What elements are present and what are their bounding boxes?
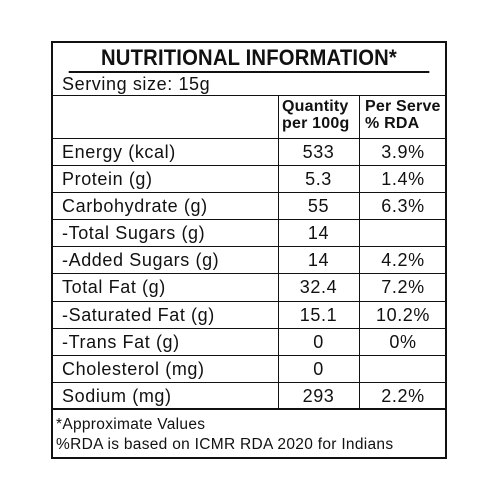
nutrient-name: -Total Sugars (g) (62, 223, 206, 244)
nutrient-rda: 3.9% (381, 142, 425, 162)
rda-header: Per Serve % RDA (365, 98, 445, 132)
table-row: Energy (kcal) 533 3.9% (53, 139, 445, 167)
nutrition-panel: NUTRITIONAL INFORMATION* Serving size: 1… (51, 41, 447, 459)
table-row: -Saturated Fat (g) 15.1 10.2% (53, 302, 445, 329)
nutrient-rda: 2.2% (381, 385, 425, 406)
nutrient-quantity: 15.1 (299, 304, 338, 325)
table-header: Quantity per 100g Per Serve % RDA (53, 96, 445, 139)
quantity-header-line1: Quantity (282, 98, 349, 115)
table-row: -Trans Fat (g) 0 0% (53, 329, 445, 356)
nutrient-name: -Trans Fat (g) (62, 331, 180, 352)
nutrient-name: Protein (g) (62, 169, 153, 190)
nutrient-quantity: 32.4 (299, 277, 338, 298)
nutrient-rda: 0% (389, 331, 417, 352)
nutrient-name: -Saturated Fat (g) (62, 304, 215, 325)
column-divider-rda (359, 96, 360, 410)
nutrient-quantity: 55 (307, 196, 330, 217)
table-row: Total Fat (g) 32.4 7.2% (53, 274, 445, 302)
footnote-approximate: *Approximate Values (56, 416, 206, 433)
nutrient-rda: 1.4% (381, 169, 425, 190)
serving-size: Serving size: 15g (53, 73, 445, 96)
nutrient-quantity: 533 (302, 142, 335, 162)
nutrient-name: Carbohydrate (g) (62, 196, 208, 217)
table-row: Protein (g) 5.3 1.4% (53, 166, 445, 194)
nutrient-quantity: 0 (313, 358, 324, 379)
nutrient-name: Total Fat (g) (62, 277, 166, 298)
quantity-header-line2: per 100g (282, 115, 350, 132)
nutrient-quantity: 14 (307, 223, 330, 244)
nutrient-rda: 4.2% (381, 250, 425, 271)
nutrient-rda: 6.3% (381, 196, 425, 217)
nutrient-quantity: 5.3 (305, 169, 332, 190)
table-row: -Total Sugars (g) 14 (53, 220, 445, 248)
nutrient-rows: Energy (kcal) 533 3.9% Protein (g) 5.3 1… (53, 139, 445, 410)
column-divider-quantity (278, 96, 279, 410)
nutrient-name: Sodium (mg) (62, 385, 172, 406)
table-row: Cholesterol (mg) 0 (53, 356, 445, 383)
nutrient-quantity: 14 (307, 250, 330, 271)
nutrient-quantity: 293 (302, 385, 335, 406)
nutrient-rda: 10.2% (375, 304, 431, 325)
table-row: Carbohydrate (g) 55 6.3% (53, 193, 445, 221)
panel-footnote: *Approximate Values %RDA is based on ICM… (53, 415, 445, 455)
rda-header-line1: Per Serve (365, 98, 441, 115)
quantity-header: Quantity per 100g (282, 98, 359, 132)
nutrient-name: -Added Sugars (g) (62, 250, 220, 271)
rda-header-line2: % RDA (365, 115, 420, 132)
table-row: -Added Sugars (g) 14 4.2% (53, 247, 445, 275)
panel-title: NUTRITIONAL INFORMATION* (68, 43, 430, 73)
nutrient-name: Energy (kcal) (62, 142, 176, 162)
nutrient-name: Cholesterol (mg) (62, 358, 205, 379)
nutrient-quantity: 0 (313, 331, 324, 352)
table-row: Sodium (mg) 293 2.2% (53, 383, 445, 410)
footnote-rda-basis: %RDA is based on ICMR RDA 2020 for India… (56, 436, 394, 453)
nutrient-rda: 7.2% (381, 277, 425, 298)
